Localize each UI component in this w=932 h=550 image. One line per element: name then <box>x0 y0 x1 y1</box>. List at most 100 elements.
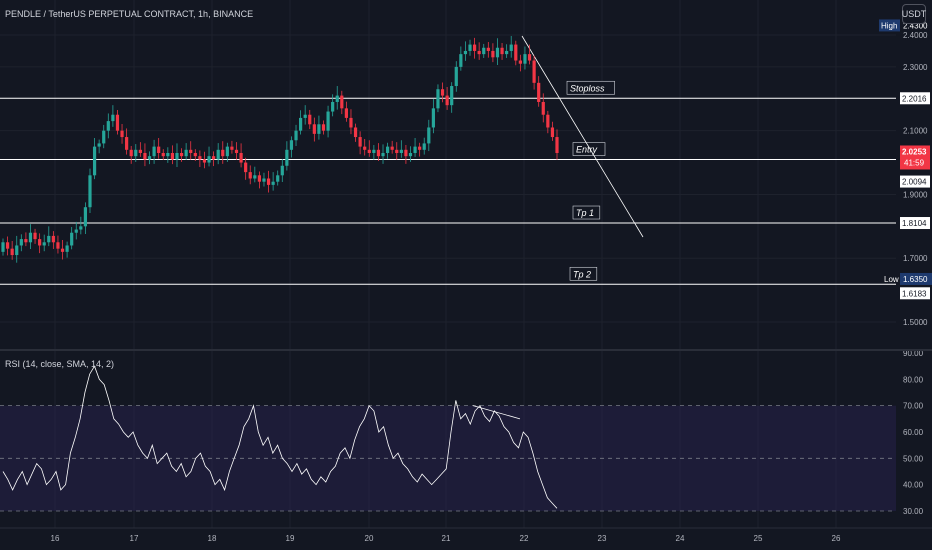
candle-body <box>390 146 394 150</box>
candle-body <box>56 242 60 249</box>
candle-body <box>312 124 316 134</box>
annotation-box-entry[interactable] <box>572 142 606 156</box>
candle-body <box>445 95 449 106</box>
candle-body <box>486 47 490 51</box>
candle-body <box>106 121 110 131</box>
candle-body <box>47 235 51 243</box>
candle-body <box>102 130 106 144</box>
time-tick: 26 <box>832 534 841 543</box>
rsi-axis[interactable]: 90.00 80.00 70.00 60.00 50.00 40.00 30.00 <box>903 349 924 516</box>
candle-body <box>97 143 101 147</box>
candle-body <box>115 114 120 131</box>
candle-body <box>65 245 69 252</box>
candle-body <box>495 47 500 58</box>
candle-body <box>541 101 545 115</box>
time-tick: 16 <box>51 534 60 543</box>
annotation-label-entry[interactable]: Entry <box>576 145 598 155</box>
candle-body <box>349 117 353 128</box>
candle-body <box>381 152 385 157</box>
candle-body <box>248 172 252 179</box>
candle-body <box>463 50 468 55</box>
candle-body <box>10 248 14 256</box>
rsi-indicator-title[interactable]: RSI (14, close, SMA, 14, 2) <box>5 359 115 369</box>
currency-button[interactable]: USDT <box>902 4 926 24</box>
candle-body <box>198 156 202 160</box>
grid-lines <box>0 0 896 528</box>
candle-body <box>221 149 225 157</box>
time-tick: 17 <box>130 534 139 543</box>
candle-body <box>404 149 408 157</box>
time-tick: 24 <box>676 534 685 543</box>
candle-body <box>79 226 83 230</box>
candle-body <box>376 149 381 157</box>
candle-body <box>326 111 330 131</box>
candle-body <box>505 50 509 55</box>
candle-body <box>1 242 5 252</box>
price-tick: 1.9000 <box>903 190 928 199</box>
candle-body <box>436 89 440 109</box>
candle-body <box>413 146 417 153</box>
rsi-tick: 60.00 <box>903 428 924 437</box>
candle-body <box>472 44 477 51</box>
candle-body <box>60 248 65 252</box>
candle-body <box>161 152 165 157</box>
candle-body <box>111 114 115 122</box>
candle-body <box>363 146 367 150</box>
candle-body <box>143 152 147 160</box>
candle-body <box>468 44 472 51</box>
candle-body <box>537 82 541 102</box>
candle-body <box>344 108 348 118</box>
candle-body <box>518 60 522 64</box>
pane-separator[interactable] <box>0 349 932 351</box>
candle-body <box>317 124 321 134</box>
candle-body <box>239 152 243 163</box>
price-axis[interactable]: 2.4000 2.3000 2.1000 1.9000 1.7000 1.5000 High… <box>879 0 932 349</box>
candle-body <box>555 137 559 153</box>
rsi-line <box>2 365 558 509</box>
candle-body <box>19 239 23 246</box>
candle-body <box>193 152 197 157</box>
candle-body <box>431 108 435 128</box>
time-tick: 22 <box>520 534 529 543</box>
candle-body <box>70 232 74 246</box>
candle-body <box>372 149 376 153</box>
annotation-box-stoploss[interactable] <box>566 80 615 95</box>
time-tick: 18 <box>208 534 217 543</box>
annotation-label-stoploss[interactable]: Stoploss <box>570 83 605 93</box>
candle-body <box>271 181 275 185</box>
candle-body <box>418 146 422 150</box>
time-axis[interactable]: 16 17 18 19 20 21 22 23 24 25 26 <box>0 527 932 543</box>
candle-body <box>179 152 184 157</box>
candle-body <box>125 137 129 150</box>
time-tick: 19 <box>286 534 295 543</box>
high-value: 2.4300 <box>903 21 928 30</box>
candle-body <box>276 175 280 182</box>
rsi-tick: 30.00 <box>903 507 924 516</box>
candle-body <box>234 149 239 153</box>
level-price-tag: 1.8104 <box>902 219 927 228</box>
candle-body <box>294 130 298 141</box>
candle-body <box>42 242 46 246</box>
trend-line[interactable] <box>521 35 644 238</box>
annotation-box-tp2[interactable] <box>569 266 598 281</box>
annotation-label-tp1[interactable]: Tp 1 <box>576 208 594 218</box>
candle-body <box>28 232 33 243</box>
candle-body <box>299 117 303 131</box>
price-tick: 2.3000 <box>903 63 928 72</box>
candle-body <box>175 152 179 160</box>
annotation-label-tp2[interactable]: Tp 2 <box>573 269 591 279</box>
candle-body <box>440 89 445 96</box>
rsi-tick: 80.00 <box>903 375 924 384</box>
bar-countdown: 41:59 <box>904 158 925 167</box>
candle-body <box>15 245 19 256</box>
candle-body <box>207 156 211 163</box>
candle-body <box>459 54 463 67</box>
candle-body <box>280 165 284 176</box>
candle-body <box>450 86 454 106</box>
level-price-tag: 2.2016 <box>902 94 927 103</box>
annotation-box-tp1[interactable] <box>572 205 601 220</box>
candle-body <box>514 44 518 61</box>
candles <box>1 35 559 263</box>
candle-body <box>340 95 344 109</box>
